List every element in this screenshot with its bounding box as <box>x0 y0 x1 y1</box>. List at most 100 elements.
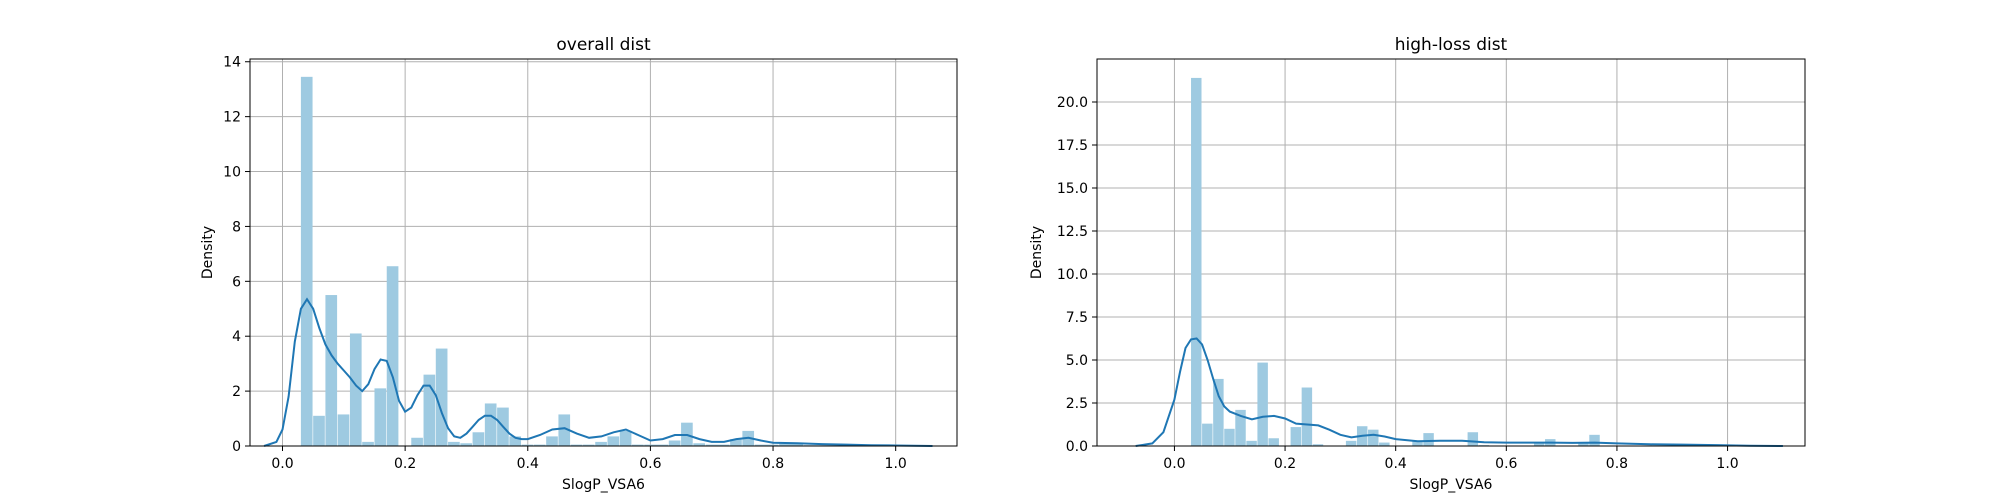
y-tick-label: 2 <box>232 384 241 400</box>
histogram-bar <box>1268 438 1279 446</box>
histogram-bar <box>595 441 607 446</box>
y-tick-label: 2.5 <box>1066 396 1088 412</box>
histogram-bar <box>1246 440 1257 446</box>
y-tick-label: 14 <box>223 55 241 71</box>
histogram-bar <box>533 444 546 446</box>
chart-high-loss-dist: 0.0 0.2 0.4 0.6 0.8 1.0 0.0 2.5 5.0 7.5 10.0 12.5 15… <box>1029 35 1806 493</box>
y-tick-label: 12 <box>223 110 241 126</box>
y-tick-label: 15.0 <box>1057 181 1088 197</box>
chart-overall-dist: 0.0 0.2 0.4 0.6 0.8 1.0 0 2 4 6 8 10 12 14 overall di… <box>200 35 958 493</box>
histogram-bar <box>521 444 534 446</box>
histogram-bar <box>1235 409 1246 446</box>
y-tick-label: 0 <box>232 439 241 455</box>
histogram-bar <box>644 444 669 446</box>
y-tick-label: 5.0 <box>1066 353 1088 369</box>
x-tick-label: 0.8 <box>1606 456 1628 472</box>
tick-marks: 0.0 0.2 0.4 0.6 0.8 1.0 0 2 4 6 8 10 12 14 <box>223 55 907 472</box>
histogram-bar <box>693 443 705 446</box>
axes-frame <box>1096 58 1806 447</box>
chart-title: high-loss dist <box>1395 35 1508 55</box>
histogram-bar <box>779 443 804 446</box>
y-tick-label: 10.0 <box>1057 267 1088 283</box>
grid-lines <box>1097 59 1805 447</box>
histogram-bar <box>349 333 362 446</box>
histogram-bar <box>1301 387 1313 446</box>
x-tick-label: 0.4 <box>1385 456 1407 472</box>
y-tick-label: 20.0 <box>1057 95 1088 111</box>
y-tick-label: 8 <box>232 219 241 235</box>
x-axis-label: SlogP_VSA6 <box>1410 477 1493 493</box>
histogram-bar <box>582 444 595 446</box>
histogram-bar <box>1423 433 1434 446</box>
kde-curve <box>263 297 933 447</box>
histogram-bar <box>411 437 423 446</box>
histogram-bar <box>362 441 374 446</box>
histogram-bar <box>1213 378 1224 446</box>
kde-curve <box>1135 337 1783 447</box>
histogram-bar <box>1368 429 1379 446</box>
x-axis-label: SlogP_VSA6 <box>562 477 645 493</box>
histogram-bar <box>1312 444 1324 446</box>
histogram-bar <box>570 444 583 446</box>
histogram-bar <box>1290 427 1302 446</box>
histogram-bar <box>558 414 571 446</box>
histogram-bar <box>619 430 632 446</box>
x-tick-label: 0.0 <box>271 456 293 472</box>
histogram-bar <box>423 374 436 446</box>
histogram-bar <box>1202 423 1213 446</box>
y-tick-label: 17.5 <box>1057 138 1088 154</box>
histogram-bar <box>337 414 350 446</box>
histogram-bar <box>460 443 472 446</box>
histogram-bar <box>668 440 681 446</box>
histogram-bar <box>374 388 387 446</box>
histogram-bar <box>484 403 497 446</box>
histogram-bar <box>730 439 742 446</box>
x-tick-label: 0.0 <box>1163 456 1185 472</box>
histogram-bar <box>1345 440 1357 446</box>
histogram-bar <box>472 432 485 446</box>
x-tick-label: 0.6 <box>1495 456 1517 472</box>
y-tick-label: 7.5 <box>1066 310 1088 326</box>
histogram-bar <box>325 295 338 446</box>
histogram-bar <box>300 76 313 446</box>
y-axis-label: Density <box>200 226 216 279</box>
x-tick-label: 0.4 <box>517 456 539 472</box>
x-tick-label: 0.6 <box>639 456 661 472</box>
histogram-bar <box>509 436 522 446</box>
histogram-bar <box>448 441 460 446</box>
histogram-bar <box>1578 442 1589 446</box>
y-tick-label: 10 <box>223 165 241 181</box>
chart-title: overall dist <box>556 35 651 55</box>
x-tick-label: 0.8 <box>762 456 784 472</box>
y-tick-label: 6 <box>232 274 241 290</box>
histogram-bar <box>754 444 779 446</box>
x-tick-label: 1.0 <box>885 456 907 472</box>
histogram-bar <box>1224 428 1235 446</box>
y-axis-label: Density <box>1029 226 1045 279</box>
x-tick-label: 1.0 <box>1716 456 1738 472</box>
histogram-bar <box>1533 442 1545 446</box>
histogram-bar <box>1589 434 1600 446</box>
y-tick-label: 4 <box>232 329 241 345</box>
axes-frame <box>249 58 958 447</box>
histogram-bar <box>705 444 730 446</box>
y-tick-label: 12.5 <box>1057 224 1088 240</box>
histogram-bar <box>546 436 558 446</box>
histogram-bar <box>607 436 620 446</box>
histogram-bar <box>1191 77 1202 447</box>
histogram-bar <box>1257 362 1268 446</box>
histogram-bar <box>386 266 399 446</box>
histogram-bar <box>1467 432 1479 446</box>
x-tick-label: 0.2 <box>1274 456 1296 472</box>
histogram-bar <box>313 415 325 446</box>
y-tick-label: 0.0 <box>1066 439 1088 455</box>
grid-lines <box>250 59 957 447</box>
histogram-bars <box>300 76 914 446</box>
x-tick-label: 0.2 <box>394 456 416 472</box>
tick-marks: 0.0 0.2 0.4 0.6 0.8 1.0 0.0 2.5 5.0 7.5 10.0 12.5 15… <box>1057 95 1739 472</box>
histogram-bar <box>1379 442 1390 446</box>
histogram-bar <box>435 348 448 446</box>
histogram-bar <box>632 444 644 446</box>
histogram-bar <box>1412 440 1423 446</box>
